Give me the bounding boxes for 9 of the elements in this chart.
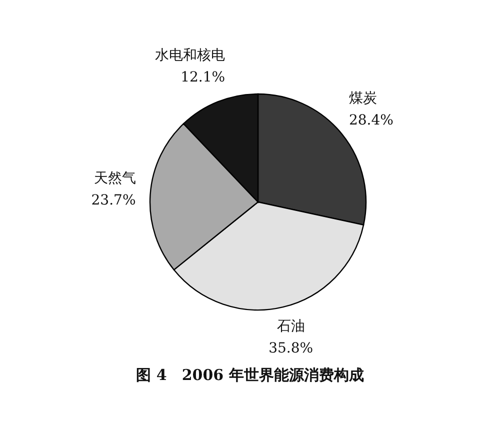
data-label: 23.7% [91, 192, 136, 209]
data-label: 28.4% [348, 112, 394, 129]
slice-label: 煤炭 [348, 90, 377, 107]
slice-label: 水电和核电 [155, 48, 226, 64]
data-label: 12.1% [180, 70, 226, 86]
data-label: 35.8% [268, 340, 314, 357]
slice-label: 石油 [276, 318, 305, 335]
text: 图 4 2006 年世界能源消费构成 [136, 366, 364, 384]
slice-label: 天然气 [94, 170, 136, 187]
